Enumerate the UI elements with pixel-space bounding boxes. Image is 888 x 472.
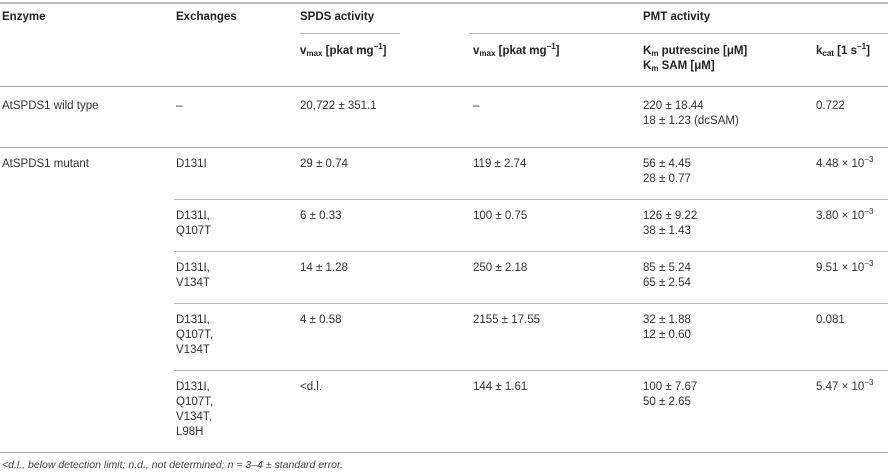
enzyme-cell: AtSPDS1 wild type xyxy=(2,100,99,112)
km-cell: 126 ± 9.22 38 ± 1.43 xyxy=(641,199,814,252)
spds-vmax-cell: 20,722 ± 351.1 xyxy=(300,100,377,112)
table-row: D131I, Q107T 6 ± 0.33 100 ± 0.75 126 ± 9.22 3… xyxy=(0,199,888,252)
pmt-vmax-cell: 250 ± 2.18 xyxy=(471,251,641,304)
exchanges-cell: D131I, V134T xyxy=(174,251,298,304)
pmt-vmax-cell: 2155 ± 17.55 xyxy=(471,303,641,371)
table-row: AtSPDS1 mutant D131I 29 ± 0.74 119 ± 2.74 56… xyxy=(0,148,888,200)
header-spds: SPDS activity xyxy=(300,10,410,34)
exchanges-cell: D131I, Q107T xyxy=(174,199,298,252)
km-cell: 32 ± 1.88 12 ± 0.60 xyxy=(641,303,814,371)
header-pmt-vmax: vmax [pkat mg−1] xyxy=(473,42,560,58)
km-cell: 100 ± 7.67 50 ± 2.65 xyxy=(641,370,814,453)
enzyme-activity-table: Enzyme Exchanges SPDS activity PMT activ… xyxy=(0,2,888,453)
pmt-vmax-cell: 119 ± 2.74 xyxy=(473,158,527,170)
header-exchanges: Exchanges xyxy=(176,11,237,23)
spds-vmax-cell: 29 ± 0.74 xyxy=(300,158,348,170)
pmt-vmax-cell: 100 ± 0.75 xyxy=(471,199,641,252)
enzyme-cell: AtSPDS1 mutant xyxy=(2,158,89,170)
exchanges-cell: D131I xyxy=(176,158,207,170)
table-row: D131I, V134T 14 ± 1.28 250 ± 2.18 85 ± 5.24 6… xyxy=(0,251,888,304)
spds-vmax-cell: 6 ± 0.33 xyxy=(298,199,471,252)
header-spds-vmax: vmax [pkat mg−1] xyxy=(300,42,387,58)
spds-vmax-cell: 4 ± 0.58 xyxy=(298,303,471,371)
table-row: D131I, Q107T, V134T, L98H <d.l. 144 ± 1.61 100… xyxy=(0,370,888,453)
exchanges-cell: D131I, Q107T, V134T xyxy=(174,303,298,371)
kcat-cell: 9.51 × 10−3 xyxy=(814,251,888,304)
spds-vmax-cell: 14 ± 1.28 xyxy=(298,251,471,304)
header-km: Km putrescine [μM] Km SAM [μM] xyxy=(643,45,748,73)
exchanges-cell: D131I, Q107T, V134T, L98H xyxy=(174,370,298,453)
km-cell: 56 ± 4.45 28 ± 0.77 xyxy=(643,158,691,185)
kcat-cell: 0.722 xyxy=(816,100,845,112)
exchanges-cell: – xyxy=(176,100,183,112)
table-row: AtSPDS1 wild type – 20,722 ± 351.1 – 220 ± 1… xyxy=(0,87,888,148)
km-cell: 85 ± 5.24 65 ± 2.54 xyxy=(641,251,814,304)
kcat-cell: 3.80 × 10−3 xyxy=(814,199,888,252)
footnote: <d.l., below detection limit; n.d., not … xyxy=(2,459,343,471)
header-kcat: kcat [1 s−1] xyxy=(816,42,870,58)
km-cell: 220 ± 18.44 18 ± 1.23 (dcSAM) xyxy=(643,100,739,127)
kcat-cell: 4.48 × 10−3 xyxy=(816,155,874,171)
header-pmt: PMT activity xyxy=(469,10,888,34)
spds-vmax-cell: <d.l. xyxy=(298,370,471,453)
table-row: D131I, Q107T, V134T 4 ± 0.58 2155 ± 17.55 32 … xyxy=(0,303,888,371)
header-enzyme: Enzyme xyxy=(2,11,46,23)
kcat-cell: 0.081 xyxy=(814,303,888,371)
kcat-cell: 5.47 × 10−3 xyxy=(814,370,888,453)
pmt-vmax-cell: 144 ± 1.61 xyxy=(471,370,641,453)
pmt-vmax-cell: – xyxy=(473,100,480,112)
